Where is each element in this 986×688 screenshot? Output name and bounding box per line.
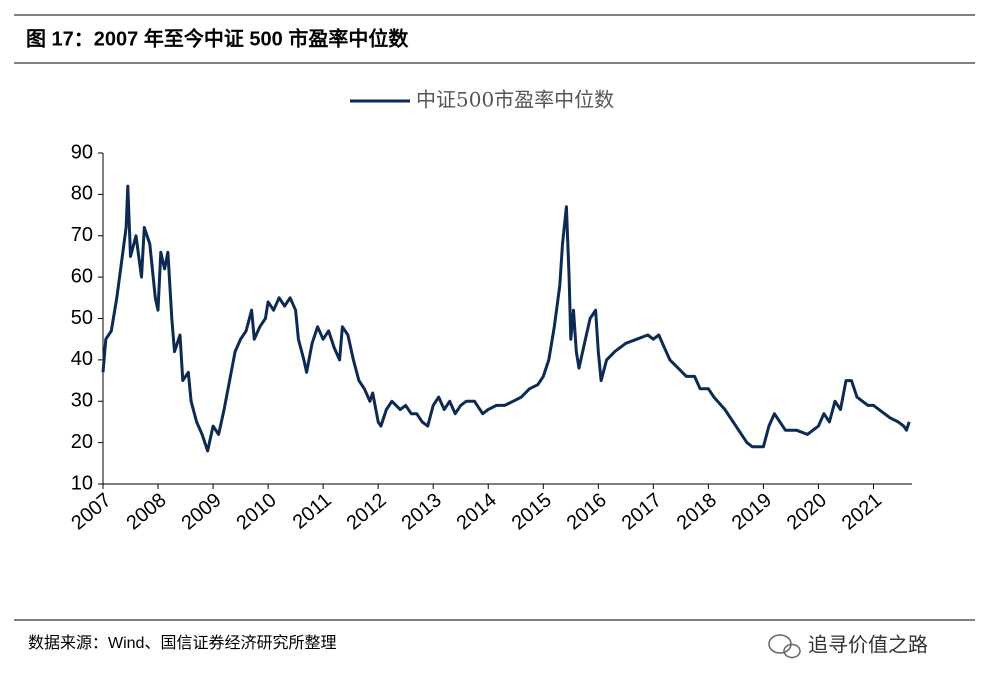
x-tick-label: 2010	[232, 489, 280, 534]
x-tick-label: 2017	[618, 489, 666, 534]
y-tick-label: 30	[71, 390, 93, 412]
x-tick-label: 2013	[398, 489, 446, 534]
y-tick-label: 70	[71, 224, 93, 246]
y-tick-label: 60	[71, 265, 93, 287]
watermark-icon	[768, 634, 801, 659]
x-tick-label: 2016	[563, 489, 611, 534]
y-tick-label: 50	[71, 307, 93, 329]
data-line	[101, 184, 911, 453]
x-tick-label: 2012	[343, 489, 391, 534]
x-tick-label: 2020	[783, 489, 831, 534]
y-tick-label: 20	[71, 431, 93, 453]
legend-label: 中证500市盈率中位数	[416, 88, 614, 112]
watermark: 追寻价值之路	[808, 633, 928, 656]
chart-title: 图 17：2007 年至今中证 500 市盈率中位数	[26, 26, 409, 50]
source-note: 数据来源：Wind、国信证券经济研究所整理	[28, 634, 336, 652]
x-tick-label: 2018	[673, 489, 721, 534]
x-tick-label: 2021	[838, 489, 886, 534]
x-tick-label: 2019	[728, 489, 776, 534]
y-tick-label: 90	[71, 141, 93, 163]
y-tick-label: 80	[71, 183, 93, 205]
x-tick-label: 2008	[122, 489, 170, 534]
x-tick-label: 2014	[453, 489, 501, 534]
y-tick-label: 10	[71, 472, 93, 494]
x-tick-label: 2007	[67, 489, 115, 534]
y-tick-label: 40	[71, 348, 93, 370]
x-tick-label: 2009	[177, 489, 225, 534]
x-tick-label: 2015	[508, 489, 556, 534]
x-tick-label: 2011	[289, 489, 336, 534]
